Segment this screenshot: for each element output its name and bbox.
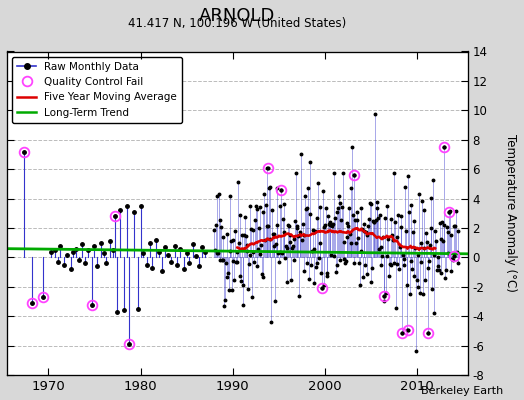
Y-axis label: Temperature Anomaly (°C): Temperature Anomaly (°C) bbox=[504, 134, 517, 292]
Title: ARNOLD: ARNOLD bbox=[199, 7, 276, 25]
Legend: Raw Monthly Data, Quality Control Fail, Five Year Moving Average, Long-Term Tren: Raw Monthly Data, Quality Control Fail, … bbox=[12, 57, 182, 123]
Text: 41.417 N, 100.196 W (United States): 41.417 N, 100.196 W (United States) bbox=[128, 18, 346, 30]
Text: Berkeley Earth: Berkeley Earth bbox=[421, 386, 503, 396]
